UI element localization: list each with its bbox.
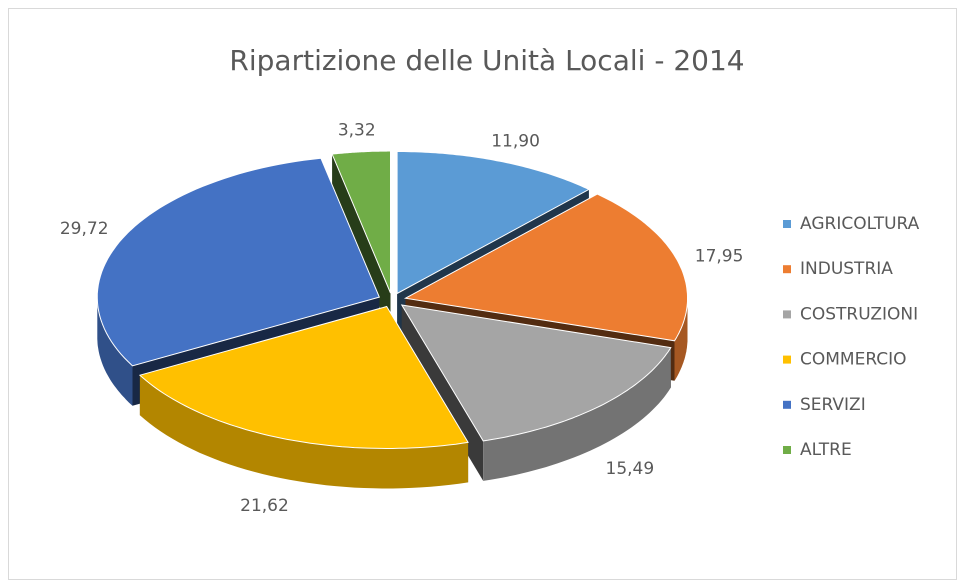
slice [331, 150, 391, 294]
slice [138, 305, 469, 449]
slice-wall [674, 298, 688, 381]
legend-label: AGRICOLTURA [800, 214, 920, 234]
slice-wall [97, 297, 133, 406]
slice-wall [483, 347, 671, 481]
slice [396, 151, 591, 295]
legend-label: ALTRE [800, 440, 852, 460]
legend-swatch [783, 400, 791, 409]
legend-label: SERVIZI [800, 395, 866, 415]
slice [96, 157, 380, 367]
data-label: 15,49 [606, 459, 655, 479]
legend-swatch [783, 220, 791, 228]
legend-swatch [783, 355, 791, 364]
legend-label: COMMERCIO [800, 350, 907, 370]
legend-swatch [783, 310, 791, 319]
slice [403, 193, 688, 342]
data-label: 3,32 [338, 121, 376, 141]
legend-swatch [783, 446, 791, 454]
data-label: 29,72 [60, 219, 109, 239]
chart-title: Ripartizione delle Unità Locali - 2014 [229, 44, 744, 77]
data-label: 21,62 [240, 496, 289, 516]
data-label: 17,95 [695, 246, 744, 266]
legend-swatch [783, 265, 791, 274]
legend-label: COSTRUZIONI [800, 304, 918, 324]
data-label: 11,90 [491, 131, 540, 151]
slice-wall [139, 375, 469, 489]
legend-label: INDUSTRIA [800, 259, 893, 279]
slice [400, 304, 672, 442]
